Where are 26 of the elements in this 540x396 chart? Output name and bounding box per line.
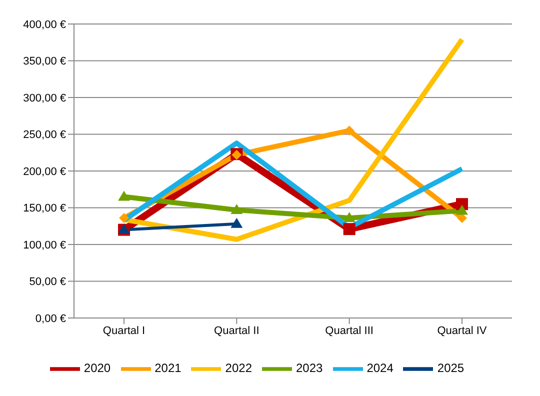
x-tick-label: Quartal II [214, 324, 260, 337]
y-tick-label: 0,00 € [35, 312, 66, 325]
point [230, 204, 243, 214]
y-tick-label: 100,00 € [23, 239, 66, 252]
x-tick-label: Quartal IV [437, 324, 488, 337]
point [456, 204, 468, 215]
legend-label: 2021 [154, 361, 182, 376]
legend-label: 2020 [84, 361, 111, 376]
y-tick-label: 150,00 € [23, 202, 66, 215]
point [343, 223, 356, 236]
legend-label: 2025 [437, 361, 464, 376]
x-tick-label: Quartal I [102, 324, 146, 337]
y-tick-label: 250,00 € [23, 129, 66, 142]
y-tick-label: 350,00 € [23, 56, 66, 68]
legend-label: 2024 [366, 361, 394, 376]
legend-label: 2022 [225, 361, 252, 376]
y-tick-label: 200,00 € [23, 166, 66, 178]
point [457, 213, 467, 224]
point [119, 213, 129, 224]
legend-label: 2023 [296, 361, 323, 376]
x-tick-label: Quartal III [325, 324, 374, 337]
y-tick-label: 50,00 € [29, 276, 66, 288]
point [343, 212, 356, 222]
point [118, 190, 130, 201]
y-tick-label: 300,00 € [23, 92, 66, 104]
y-tick-label: 400,00 € [23, 18, 66, 31]
